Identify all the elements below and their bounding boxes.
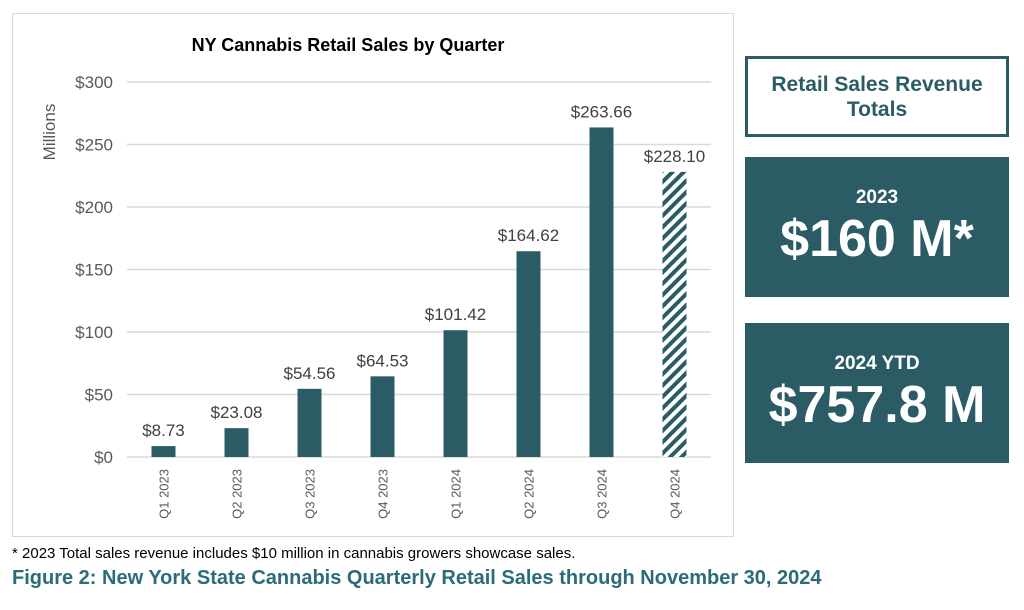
figure-caption: Figure 2: New York State Cannabis Quarte… (12, 567, 822, 589)
x-tick-label: Q3 2023 (303, 469, 318, 519)
stat-label: 2024 YTD (834, 353, 920, 374)
data-label: $164.62 (498, 226, 559, 245)
bar-q2-2023 (224, 428, 249, 457)
bar-q3-2023 (297, 388, 322, 457)
chart-title: NY Cannabis Retail Sales by Quarter (192, 35, 505, 55)
bar-q3-2024 (589, 127, 614, 458)
stat-value: $160 M* (780, 210, 974, 268)
y-tick-label: $100 (75, 323, 113, 342)
data-label: $23.08 (211, 403, 263, 422)
bar-q4-2023 (370, 376, 395, 457)
stat-card-2024-ytd: 2024 YTD $757.8 M (745, 323, 1009, 463)
y-tick-label: $0 (94, 448, 113, 467)
y-tick-label: $300 (75, 73, 113, 92)
y-tick-label: $50 (85, 386, 113, 405)
y-tick-label: $200 (75, 198, 113, 217)
data-label: $54.56 (284, 364, 336, 383)
stat-value: $757.8 M (768, 376, 986, 434)
bar-chart: NY Cannabis Retail Sales by Quarter Mill… (40, 35, 711, 519)
x-tick-label: Q4 2023 (376, 469, 391, 519)
x-tick-label: Q1 2024 (449, 469, 464, 519)
bar-q2-2024 (516, 251, 541, 457)
y-axis-label: Millions (40, 104, 59, 161)
data-label: $8.73 (142, 421, 185, 440)
bar-q4-2024 (662, 171, 687, 457)
x-tick-label: Q3 2024 (595, 469, 610, 519)
data-label: $228.10 (644, 147, 705, 166)
footnote: * 2023 Total sales revenue includes $10 … (12, 545, 576, 562)
bar-q1-2023 (151, 446, 176, 457)
bar-q1-2024 (443, 330, 468, 457)
stat-card-2023: 2023 $160 M* (745, 157, 1009, 297)
x-tick-label: Q2 2023 (230, 469, 245, 519)
chart-panel: NY Cannabis Retail Sales by Quarter Mill… (12, 13, 734, 537)
x-tick-label: Q4 2024 (668, 469, 683, 519)
data-label: $263.66 (571, 102, 632, 121)
x-tick-label: Q2 2024 (522, 469, 537, 519)
y-tick-label: $250 (75, 136, 113, 155)
data-label: $101.42 (425, 305, 486, 324)
data-label: $64.53 (357, 351, 409, 370)
y-tick-label: $150 (75, 261, 113, 280)
stat-label: 2023 (855, 187, 899, 208)
summary-title: Retail Sales Revenue Totals (745, 56, 1009, 137)
x-tick-label: Q1 2023 (157, 469, 172, 519)
